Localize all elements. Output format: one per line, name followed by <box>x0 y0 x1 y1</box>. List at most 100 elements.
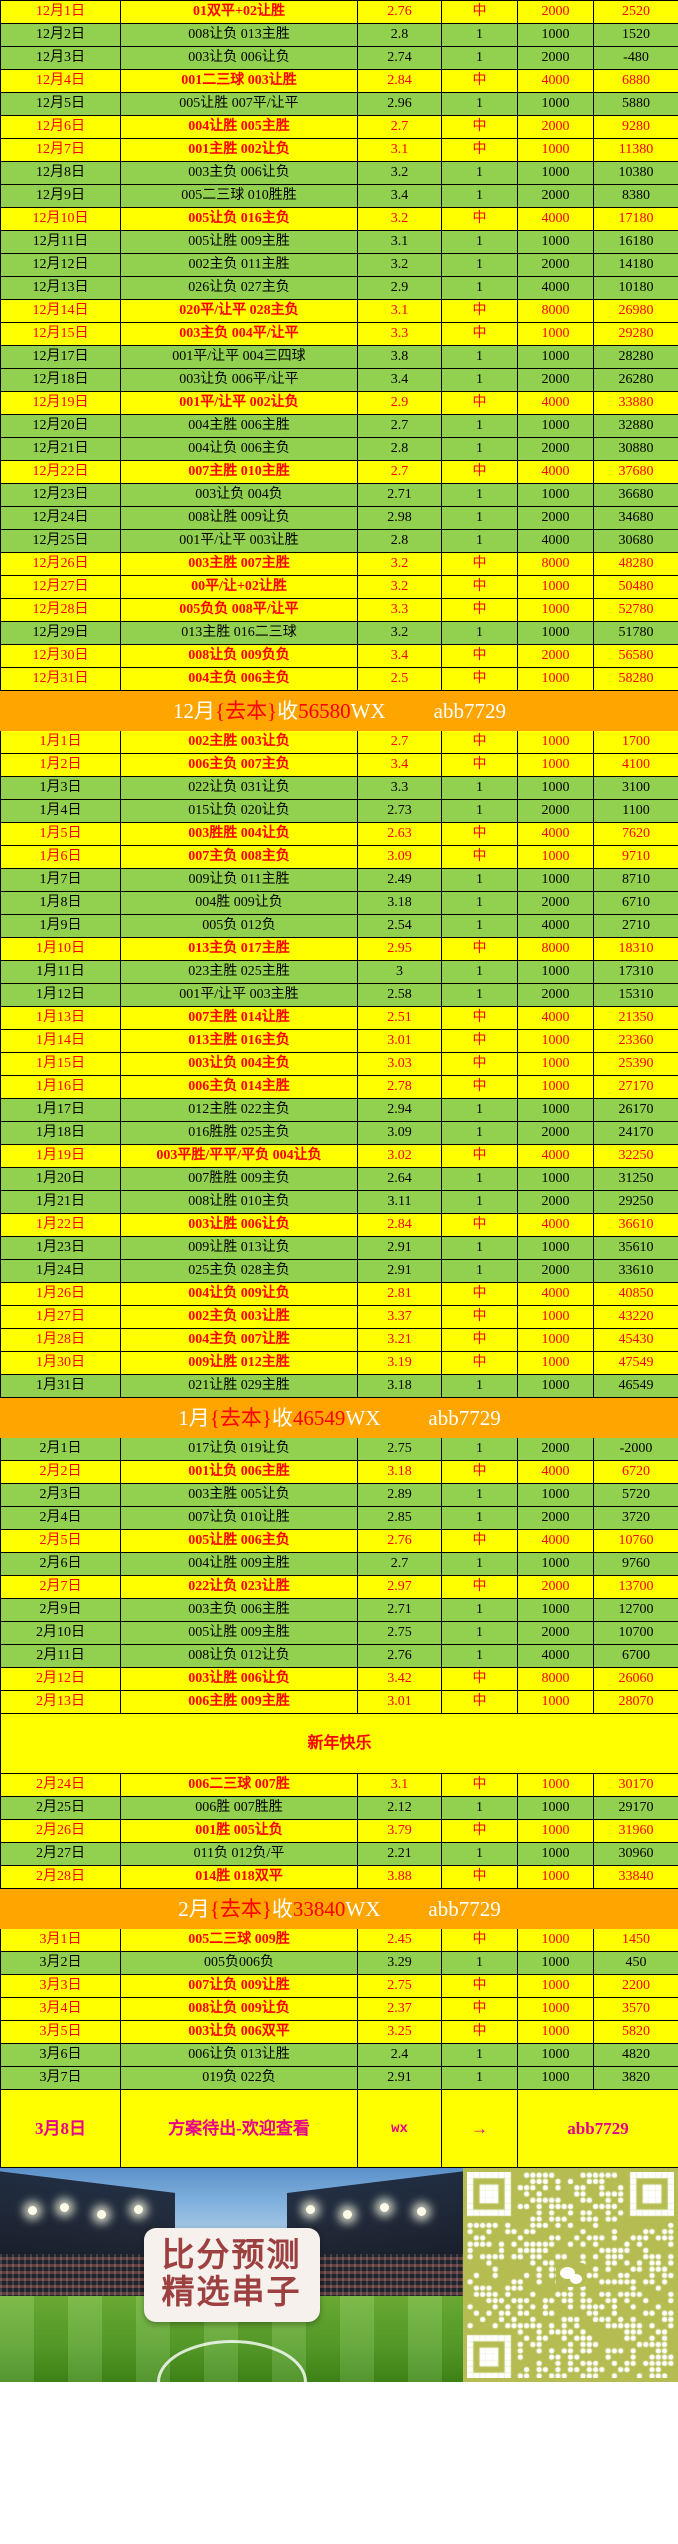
summary-month: 1月 <box>178 1405 210 1430</box>
banner-title-line2: 精选串子 <box>161 2275 302 2311</box>
cell-odds: 3.01 <box>357 1029 442 1053</box>
cell-stake: 4000 <box>517 1460 594 1484</box>
cell-result: 中 <box>441 1144 518 1168</box>
cell-stake: 4000 <box>517 276 594 300</box>
cell-pick: 007让负 010让胜 <box>120 1506 358 1530</box>
cell-stake: 1000 <box>517 1351 594 1375</box>
month-summary-text: 12月 {去本} 收 56580 WX abb7729 <box>0 690 678 731</box>
cell-pick: 009让胜 012主胜 <box>120 1351 358 1375</box>
cell-pick: 002主负 011主胜 <box>120 253 358 277</box>
cell-result: 1 <box>441 368 518 392</box>
table-row: 1月18日 016胜胜 025主负 3.09 1 2000 24170 <box>0 1121 678 1145</box>
table-row: 2月5日 005让胜 006主负 2.76 中 4000 10760 <box>0 1529 678 1553</box>
cell-profit: 33880 <box>593 391 678 415</box>
cell-result: 1 <box>441 621 518 645</box>
cell-odds: 3.21 <box>357 1328 442 1352</box>
summary-collect-label: 收 <box>271 1405 293 1430</box>
cell-stake: 1000 <box>517 753 594 777</box>
cell-result: 1 <box>441 1167 518 1191</box>
cell-stake: 2000 <box>517 1121 594 1145</box>
cta-message[interactable]: 方案待出-欢迎查看 <box>120 2089 358 2168</box>
cell-odds: 2.9 <box>357 391 442 415</box>
cell-pick: 014胜 018双平 <box>120 1865 358 1889</box>
cell-result: 1 <box>441 2066 518 2090</box>
cell-profit: 48280 <box>593 552 678 576</box>
cell-pick: 008让负 012让负 <box>120 1644 358 1668</box>
cell-odds: 2.96 <box>357 92 442 116</box>
table-row: 2月4日 007让负 010让胜 2.85 1 2000 3720 <box>0 1506 678 1530</box>
cell-profit: 31960 <box>593 1819 678 1843</box>
table-row: 2月13日 006主胜 009主胜 3.01 中 1000 28070 <box>0 1690 678 1714</box>
cell-pick: 003主负 004平/让平 <box>120 322 358 346</box>
table-row: 3月1日 005二三球 009胜 2.45 中 1000 1450 <box>0 1928 678 1952</box>
cell-result: 1 <box>441 184 518 208</box>
cell-pick: 006主胜 009主胜 <box>120 1690 358 1714</box>
cell-pick: 003让负 004主负 <box>120 1052 358 1076</box>
cell-date: 12月14日 <box>0 299 121 323</box>
cell-odds: 3.29 <box>357 1951 442 1975</box>
cell-profit: 29170 <box>593 1796 678 1820</box>
table-row: 2月12日 003让胜 006让负 3.42 中 8000 26060 <box>0 1667 678 1691</box>
cell-pick: 005二三球 010胜胜 <box>120 184 358 208</box>
month-summary-row: 2月 {去本} 收 33840 WX abb7729 <box>0 1888 678 1929</box>
cell-profit: 6700 <box>593 1644 678 1668</box>
cell-profit: 4820 <box>593 2043 678 2067</box>
cell-result: 中 <box>441 322 518 346</box>
cell-stake: 1000 <box>517 1997 594 2021</box>
cell-date: 2月13日 <box>0 1690 121 1714</box>
cell-result: 1 <box>441 868 518 892</box>
cell-stake: 1000 <box>517 845 594 869</box>
cell-odds: 2.49 <box>357 868 442 892</box>
cell-date: 1月1日 <box>0 730 121 754</box>
cell-pick: 006胜 007胜胜 <box>120 1796 358 1820</box>
qr-code-panel[interactable] <box>463 2168 678 2382</box>
cell-profit: 11380 <box>593 138 678 162</box>
cell-result: 中 <box>441 391 518 415</box>
promo-banner[interactable]: 比分预测 精选串子 <box>0 2168 678 2382</box>
cell-date: 1月19日 <box>0 1144 121 1168</box>
cell-stake: 4000 <box>517 69 594 93</box>
cell-result: 1 <box>441 345 518 369</box>
cell-result: 中 <box>441 1773 518 1797</box>
upcoming-plan-row[interactable]: 3月8日 方案待出-欢迎查看 wx → abb7729 <box>0 2089 678 2168</box>
cell-date: 2月9日 <box>0 1598 121 1622</box>
cell-date: 1月3日 <box>0 776 121 800</box>
cell-odds: 2.7 <box>357 460 442 484</box>
cell-date: 12月6日 <box>0 115 121 139</box>
cell-date: 1月7日 <box>0 868 121 892</box>
table-row: 1月20日 007胜胜 009主负 2.64 1 1000 31250 <box>0 1167 678 1191</box>
cell-date: 1月9日 <box>0 914 121 938</box>
cell-pick: 007让负 009让胜 <box>120 1974 358 1998</box>
cell-pick: 008让负 009让负 <box>120 1997 358 2021</box>
table-row: 12月31日 004主负 006主负 2.5 中 1000 58280 <box>0 667 678 691</box>
table-row: 1月3日 022让负 031让负 3.3 1 1000 3100 <box>0 776 678 800</box>
cell-date: 3月7日 <box>0 2066 121 2090</box>
cell-date: 2月5日 <box>0 1529 121 1553</box>
cell-profit: 37680 <box>593 460 678 484</box>
cell-stake: 1000 <box>517 1305 594 1329</box>
table-row: 1月9日 005负 012负 2.54 1 4000 2710 <box>0 914 678 938</box>
cell-profit: 32250 <box>593 1144 678 1168</box>
cell-result: 中 <box>441 138 518 162</box>
cell-pick: 008让胜 010主负 <box>120 1190 358 1214</box>
cell-stake: 1000 <box>517 161 594 185</box>
cell-stake: 4000 <box>517 1644 594 1668</box>
cell-date: 1月28日 <box>0 1328 121 1352</box>
cell-result: 中 <box>441 575 518 599</box>
cta-wx-id[interactable]: abb7729 <box>517 2089 678 2168</box>
cell-odds: 2.7 <box>357 115 442 139</box>
cell-odds: 2.71 <box>357 1598 442 1622</box>
cell-stake: 1000 <box>517 2043 594 2067</box>
cell-date: 1月30日 <box>0 1351 121 1375</box>
summary-month: 12月 <box>173 698 215 723</box>
cell-profit: 33610 <box>593 1259 678 1283</box>
cell-stake: 1000 <box>517 1483 594 1507</box>
cell-result: 1 <box>441 983 518 1007</box>
cell-profit: 30680 <box>593 529 678 553</box>
cell-profit: 9280 <box>593 115 678 139</box>
cell-profit: 18310 <box>593 937 678 961</box>
cell-result: 中 <box>441 299 518 323</box>
cell-odds: 3.09 <box>357 1121 442 1145</box>
table-row: 12月29日 013主胜 016二三球 3.2 1 1000 51780 <box>0 621 678 645</box>
cell-result: 中 <box>441 1974 518 1998</box>
